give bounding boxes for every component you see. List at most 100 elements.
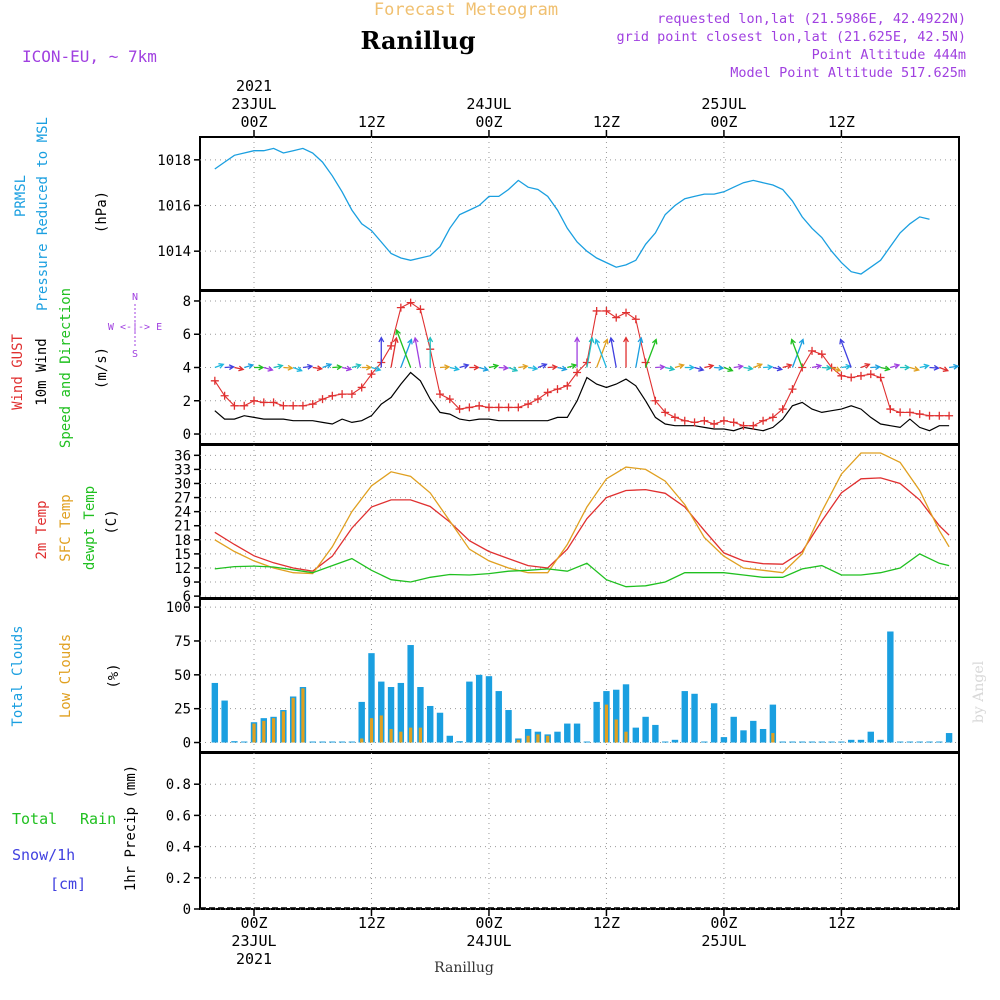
total-cloud-bar	[505, 710, 512, 743]
gust-marker	[700, 416, 709, 425]
gust-marker	[455, 405, 464, 414]
wind-arrow	[674, 364, 684, 369]
wind-arrow-head	[407, 338, 413, 345]
total-cloud-bar	[613, 689, 620, 743]
gust-marker	[817, 350, 826, 359]
wind-arrow-head	[258, 364, 265, 371]
wind-arrow	[733, 365, 743, 369]
wind-arrow-head	[551, 364, 559, 371]
total-cloud-bar	[799, 741, 806, 743]
temp-ytick-label: 12	[174, 561, 191, 577]
precip-unit: 1hr Precip (mm)	[123, 765, 139, 891]
gust-marker	[563, 381, 572, 390]
wind-arrow	[414, 337, 422, 368]
wind-arrow-head	[228, 364, 235, 371]
wind-arrow	[557, 366, 567, 371]
gust-marker	[876, 373, 885, 382]
wind-arrow	[840, 339, 852, 368]
wind-arrow	[743, 366, 753, 370]
wind-arrow	[821, 366, 831, 369]
low-cloud-bar	[281, 711, 285, 743]
total-cloud-bar	[867, 731, 874, 743]
low-cloud-bar	[271, 718, 276, 743]
gust-marker	[328, 391, 337, 400]
wind-arrow-head	[325, 363, 333, 369]
wind-arrow-head	[835, 366, 842, 372]
total-cloud-bar	[916, 741, 923, 743]
total-cloud-bar	[838, 741, 845, 743]
gust-marker	[279, 401, 288, 410]
wind-arrow-head	[277, 363, 284, 370]
wind-arrow	[351, 364, 361, 369]
wind-arrow	[567, 364, 577, 369]
total-cloud-bar	[877, 739, 884, 743]
wind-arrow-head	[561, 365, 568, 372]
gust-marker	[710, 420, 719, 429]
gust-marker	[925, 411, 934, 420]
wind-arrow-head	[463, 363, 470, 369]
precip-label-cm: [cm]	[50, 875, 86, 893]
wind-arrow	[595, 339, 608, 368]
clouds-ytick-label: 100	[166, 600, 191, 616]
gust-marker	[514, 403, 523, 412]
wind-arrow-head	[923, 363, 930, 370]
total-cloud-bar	[945, 733, 953, 743]
wind-arrow-head	[786, 363, 793, 369]
gust-marker	[504, 403, 513, 412]
temp-ytick-label: 15	[174, 547, 191, 563]
total-cloud-bar	[632, 727, 640, 743]
wind-arrow-head	[718, 364, 725, 371]
total-cloud-bar	[593, 701, 600, 743]
wind-arrow-head	[678, 363, 685, 369]
low-cloud-bar	[418, 727, 423, 743]
total-cloud-bar	[661, 741, 669, 743]
pressure-line	[214, 147, 930, 275]
requested-coords: requested lon,lat (21.5986E, 42.4922N)	[657, 11, 966, 27]
gust-marker	[240, 401, 249, 410]
precip-ytick-label: 0	[183, 902, 191, 918]
gust-marker	[357, 383, 366, 392]
total-cloud-bar	[681, 691, 688, 743]
wind-arrow-head	[798, 338, 805, 345]
low-cloud-bar	[624, 731, 628, 743]
wind-arrow	[596, 339, 608, 368]
wind-arrow	[665, 366, 675, 371]
wind-arrow	[782, 364, 792, 369]
wind-arrow-head	[218, 363, 225, 369]
gust-marker	[524, 400, 533, 409]
wind-arrow-head	[594, 338, 601, 345]
compass-s: S	[132, 349, 138, 360]
total-cloud-bar	[779, 741, 786, 743]
wind-arrow	[586, 337, 593, 368]
total-cloud-bar	[378, 681, 385, 743]
low-cloud-bar	[369, 718, 374, 743]
top-time-label: 2021	[236, 77, 272, 95]
wind-arrow-head	[708, 363, 715, 370]
gust-marker	[318, 395, 327, 404]
total-cloud-bar	[652, 724, 659, 743]
wind-arrow	[322, 363, 332, 369]
gust-marker	[289, 401, 298, 410]
gust-marker	[298, 401, 307, 410]
wind-arrow-head	[412, 336, 419, 344]
wind-arrow	[224, 366, 234, 369]
gust-marker	[680, 416, 689, 425]
point-altitude: Point Altitude 444m	[812, 47, 966, 63]
gust-marker	[905, 408, 914, 417]
pressure-ytick-label: 1014	[157, 244, 191, 260]
temp-label-sfc: SFC Temp	[58, 494, 74, 561]
product-title: Forecast Meteogram	[374, 0, 558, 20]
low-cloud-bar	[526, 735, 530, 743]
wind-arrow-head	[345, 365, 353, 372]
temp-ytick-label: 24	[174, 505, 191, 521]
wind-arrow-head	[737, 363, 744, 370]
low-cloud-bar	[252, 723, 256, 743]
total-cloud-bar	[896, 741, 904, 743]
wind-arrow-head	[570, 363, 578, 369]
wind-arrow	[610, 337, 617, 368]
temp-ytick-label: 30	[174, 476, 191, 492]
low-cloud-bar	[546, 735, 550, 743]
watermark: by Angel	[971, 660, 987, 723]
